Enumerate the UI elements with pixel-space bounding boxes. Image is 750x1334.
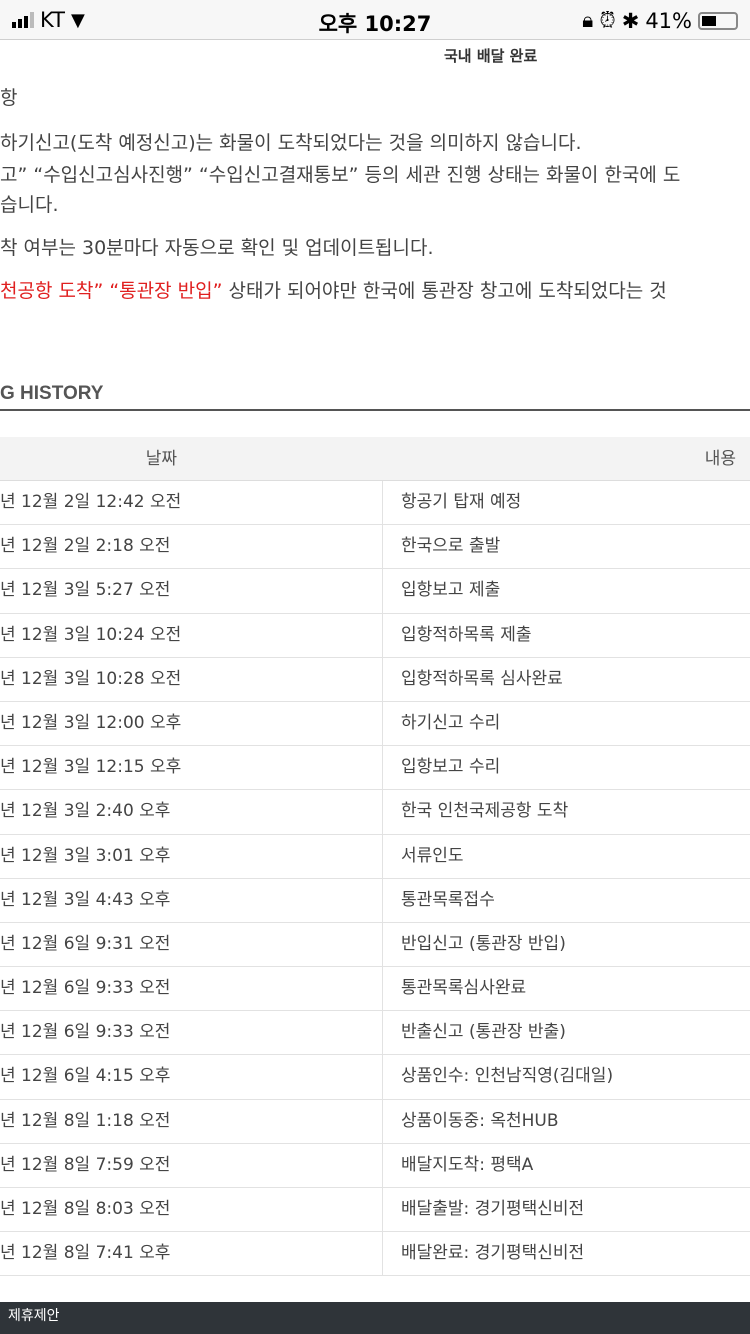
row-content: 상품이동중: 옥천HUB [401, 1110, 559, 1131]
notice-line: 고” “수입신고심사진행” “수입신고결재통보” 등의 세관 진행 상태는 화물… [0, 164, 681, 186]
wifi-icon: ▼ [70, 9, 85, 31]
row-content: 입항보고 제출 [401, 580, 501, 601]
section-title: G HISTORY [0, 383, 104, 404]
notice-line: 천공항 도착” “통관장 반입” 상태가 되어야만 한국에 통관장 창고에 도착… [0, 276, 667, 303]
row-date: 년 12월 8일 7:59 오전 [0, 1143, 383, 1187]
table-row: 년 12월 2일 2:18 오전 한국으로 출발 [0, 525, 750, 570]
status-bar: KT ▼ 오후 10:27 🔒︎ ⏰︎ ✱ 41% [0, 0, 750, 40]
table-row: 년 12월 3일 12:00 오후 하기신고 수리 [0, 701, 750, 747]
table-row: 년 12월 3일 10:24 오전 입항적하목록 제출 [0, 613, 750, 658]
row-date: 년 12월 3일 4:43 오후 [0, 878, 383, 922]
footer: 제휴제안 [0, 1302, 750, 1334]
carrier: KT [40, 8, 65, 32]
header-content: 내용 [704, 449, 736, 469]
table-row: 년 12월 3일 5:27 오전 입항보고 제출 [0, 569, 750, 614]
row-date: 년 12월 2일 2:18 오전 [0, 525, 383, 569]
table-row: 년 12월 6일 9:33 오전 통관목록심사완료 [0, 967, 750, 1012]
rotation-lock-icon: 🔒︎ [582, 8, 594, 32]
row-content: 배달완료: 경기평택신비전 [401, 1243, 585, 1264]
table-row: 년 12월 8일 7:59 오전 배달지도착: 평택A [0, 1143, 750, 1188]
table-row: 년 12월 3일 3:01 오후 서류인도 [0, 834, 750, 879]
battery-percent: 41% [645, 8, 692, 33]
header-date: 날짜 [145, 449, 177, 469]
row-date: 년 12월 3일 12:15 오후 [0, 746, 383, 790]
row-content: 통관목록심사완료 [401, 978, 527, 999]
delivery-status: 국내 배달 완료 [444, 47, 538, 65]
row-content: 항공기 탑재 예정 [401, 492, 522, 512]
table-row: 년 12월 6일 4:15 오후 상품인수: 인천남직영(김대일) [0, 1055, 750, 1100]
row-content: 한국 인천국제공항 도착 [401, 801, 569, 822]
row-date: 년 12월 3일 10:28 오전 [0, 657, 383, 701]
table-row: 년 12월 2일 12:42 오전 항공기 탑재 예정 [0, 481, 750, 526]
signal-icon [12, 12, 34, 28]
row-content: 입항적하목록 제출 [401, 624, 532, 645]
table-row: 년 12월 8일 8:03 오전 배달출발: 경기평택신비전 [0, 1188, 750, 1233]
table-header: 날짜 내용 [0, 437, 750, 481]
row-content: 입항적하목록 심사완료 [401, 668, 563, 689]
row-date: 년 12월 6일 4:15 오후 [0, 1055, 383, 1099]
row-date: 년 12월 6일 9:33 오전 [0, 1011, 383, 1055]
notice-line: 습니다. [0, 194, 59, 216]
divider [0, 409, 750, 411]
notice-text: 상태가 되어야만 한국에 통관장 창고에 도착되었다는 것 [222, 280, 667, 302]
row-content: 반출신고 (통관장 반출) [401, 1022, 566, 1043]
row-date: 년 12월 3일 10:24 오전 [0, 613, 383, 657]
table-row: 년 12월 3일 12:15 오후 입항보고 수리 [0, 746, 750, 791]
table-row: 년 12월 6일 9:33 오전 반출신고 (통관장 반출) [0, 1011, 750, 1056]
partnership-link[interactable]: 제휴제안 [8, 1308, 60, 1324]
row-content: 입항보고 수리 [401, 757, 501, 778]
row-date: 년 12월 3일 3:01 오후 [0, 834, 383, 878]
row-date: 년 12월 8일 1:18 오전 [0, 1099, 383, 1143]
battery-icon [698, 11, 738, 30]
table-row: 년 12월 3일 4:43 오후 통관목록접수 [0, 878, 750, 923]
table-row: 년 12월 3일 10:28 오전 입항적하목록 심사완료 [0, 657, 750, 702]
tracking-table: 날짜 내용 년 12월 2일 12:42 오전 항공기 탑재 예정 년 12월 2일… [0, 437, 750, 1277]
row-content: 서류인도 [401, 845, 464, 866]
notice-line: 착 여부는 30분마다 자동으로 확인 및 업데이트됩니다. [0, 237, 434, 259]
row-content: 상품인수: 인천남직영(김대일) [401, 1066, 614, 1087]
bluetooth-icon: ✱ [621, 8, 640, 33]
row-content: 통관목록접수 [401, 889, 495, 910]
row-content: 하기신고 수리 [401, 712, 501, 733]
notice-line: 하기신고(도착 예정신고)는 화물이 도착되었다는 것을 의미하지 않습니다. [0, 132, 582, 154]
table-row: 년 12월 8일 1:18 오전 상품이동중: 옥천HUB [0, 1099, 750, 1144]
row-date: 년 12월 8일 7:41 오후 [0, 1232, 383, 1276]
row-content: 배달지도착: 평택A [401, 1154, 534, 1175]
row-date: 년 12월 3일 2:40 오후 [0, 790, 383, 834]
row-date: 년 12월 8일 8:03 오전 [0, 1188, 383, 1232]
alarm-icon: ⏰︎ [599, 8, 616, 32]
row-content: 배달출발: 경기평택신비전 [401, 1199, 585, 1219]
notice-heading: 항 [0, 87, 18, 109]
table-row: 년 12월 3일 2:40 오후 한국 인천국제공항 도착 [0, 790, 750, 835]
row-content: 반입신고 (통관장 반입) [401, 933, 566, 954]
clock: 오후 10:27 [318, 12, 432, 36]
row-date: 년 12월 3일 5:27 오전 [0, 569, 383, 613]
table-row: 년 12월 6일 9:31 오전 반입신고 (통관장 반입) [0, 922, 750, 968]
notice-highlight: 천공항 도착” “통관장 반입” [0, 280, 223, 302]
row-content: 한국으로 출발 [401, 536, 501, 557]
row-date: 년 12월 3일 12:00 오후 [0, 701, 383, 746]
row-date: 년 12월 6일 9:33 오전 [0, 967, 383, 1011]
table-row: 년 12월 8일 7:41 오후 배달완료: 경기평택신비전 [0, 1232, 750, 1277]
row-date: 년 12월 2일 12:42 오전 [0, 481, 383, 525]
row-date: 년 12월 6일 9:31 오전 [0, 922, 383, 967]
